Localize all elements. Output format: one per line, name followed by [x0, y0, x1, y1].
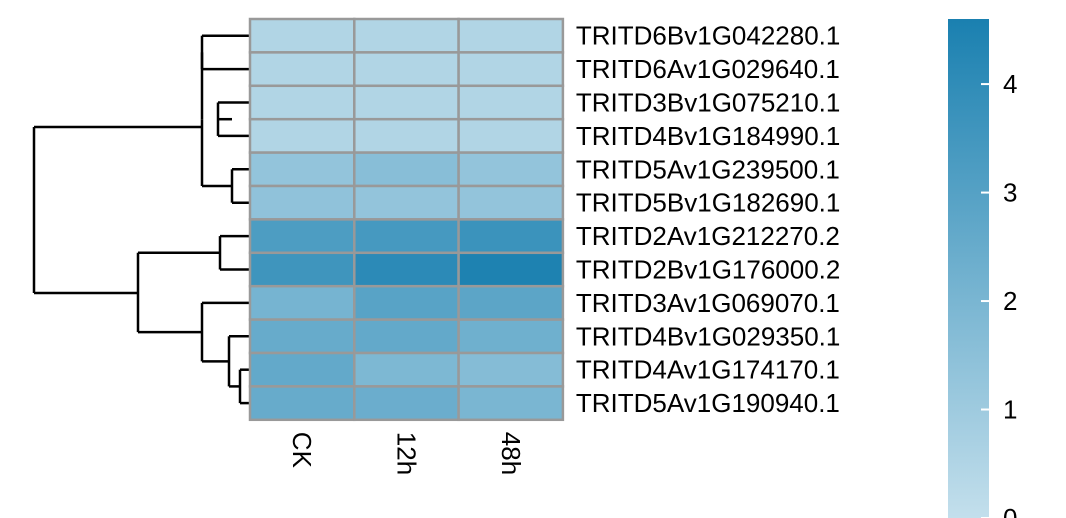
- heatmap-cell-TRITD5Av1G190940.1-48h: [457, 385, 565, 422]
- row-label: TRITD5Bv1G182690.1: [576, 188, 840, 218]
- heatmap-cell-TRITD4Av1G174170.1-48h: [457, 351, 565, 388]
- column-labels: CK 12h 48h: [287, 432, 526, 475]
- heatmap-cell-TRITD2Bv1G176000.2-12h: [353, 251, 460, 288]
- heatmap-cell-TRITD5Bv1G182690.1-48h: [457, 184, 565, 221]
- heatmap-cell-TRITD3Av1G069070.1-12h: [353, 284, 460, 321]
- heatmap-cell-TRITD4Bv1G184990.1-12h: [353, 117, 460, 154]
- heatmap-cell-TRITD6Av1G029640.1-48h: [457, 51, 565, 88]
- heatmap-cell-TRITD5Bv1G182690.1-12h: [353, 184, 460, 221]
- heatmap-cell-TRITD6Bv1G042280.1-12h: [353, 17, 460, 54]
- heatmap-cell-TRITD5Av1G239500.1-48h: [457, 151, 565, 188]
- heatmap-cell-TRITD6Bv1G042280.1-CK: [248, 17, 356, 54]
- row-label: TRITD3Av1G069070.1: [576, 288, 840, 318]
- row-label: TRITD4Bv1G029350.1: [576, 321, 840, 351]
- column-label: CK: [287, 432, 317, 469]
- colorbar-tick-label: 0: [1003, 503, 1017, 518]
- heatmap-cell-TRITD4Bv1G029350.1-48h: [457, 318, 565, 355]
- row-label: TRITD3Bv1G075210.1: [576, 88, 840, 118]
- heatmap-cell-TRITD2Bv1G176000.2-CK: [248, 251, 356, 288]
- colorbar-gradient: [948, 19, 989, 518]
- heatmap-cell-TRITD3Bv1G075210.1-12h: [353, 84, 460, 121]
- heatmap-cell-TRITD5Av1G239500.1-12h: [353, 151, 460, 188]
- row-label: TRITD5Av1G239500.1: [576, 154, 840, 184]
- heatmap-cell-TRITD6Av1G029640.1-12h: [353, 51, 460, 88]
- row-label: TRITD6Bv1G042280.1: [576, 21, 840, 51]
- heatmap-cell-TRITD3Bv1G075210.1-CK: [248, 84, 356, 121]
- row-label: TRITD5Av1G190940.1: [576, 388, 840, 418]
- colorbar-tick-label: 2: [1003, 286, 1017, 316]
- row-label: TRITD4Bv1G184990.1: [576, 121, 840, 151]
- heatmap-cell-TRITD3Av1G069070.1-48h: [457, 284, 565, 321]
- heatmap-cell-TRITD5Av1G190940.1-12h: [353, 385, 460, 422]
- heatmap-cell-TRITD4Av1G174170.1-CK: [248, 351, 356, 388]
- heatmap-cell-TRITD2Av1G212270.2-48h: [457, 218, 565, 255]
- heatmap-cell-TRITD5Bv1G182690.1-CK: [248, 184, 356, 221]
- row-label: TRITD4Av1G174170.1: [576, 355, 840, 385]
- row-label: TRITD2Av1G212270.2: [576, 221, 840, 251]
- heatmap-cell-TRITD4Bv1G184990.1-48h: [457, 117, 565, 154]
- heatmap-cell-TRITD6Av1G029640.1-CK: [248, 51, 356, 88]
- heatmap-cell-TRITD2Av1G212270.2-12h: [353, 218, 460, 255]
- heatmap-cell-TRITD2Bv1G176000.2-48h: [457, 251, 565, 288]
- colorbar-tick-label: 1: [1003, 395, 1017, 425]
- heatmap-cell-TRITD5Av1G239500.1-CK: [248, 151, 356, 188]
- colorbar-tick-label: 3: [1003, 178, 1017, 208]
- row-dendrogram: [32, 34, 250, 405]
- heatmap-cell-TRITD4Av1G174170.1-12h: [353, 351, 460, 388]
- row-label: TRITD6Av1G029640.1: [576, 54, 840, 84]
- heatmap-cell-TRITD3Bv1G075210.1-48h: [457, 84, 565, 121]
- heatmap-cell-TRITD3Av1G069070.1-CK: [248, 284, 356, 321]
- heatmap-cell-TRITD2Av1G212270.2-CK: [248, 218, 356, 255]
- heatmap-cell-TRITD4Bv1G029350.1-CK: [248, 318, 356, 355]
- heatmap-cells: [248, 17, 565, 422]
- heatmap-cell-TRITD6Bv1G042280.1-48h: [457, 17, 565, 54]
- heatmap-cell-TRITD5Av1G190940.1-CK: [248, 385, 356, 422]
- column-label: 12h: [391, 432, 421, 475]
- column-label: 48h: [496, 432, 526, 475]
- heatmap-cell-TRITD4Bv1G184990.1-CK: [248, 117, 356, 154]
- heatmap-cell-TRITD4Bv1G029350.1-12h: [353, 318, 460, 355]
- colorbar-tick-label: 4: [1003, 69, 1017, 99]
- row-label: TRITD2Bv1G176000.2: [576, 255, 840, 285]
- colorbar-legend: 0 1 2 3 4: [948, 19, 1017, 518]
